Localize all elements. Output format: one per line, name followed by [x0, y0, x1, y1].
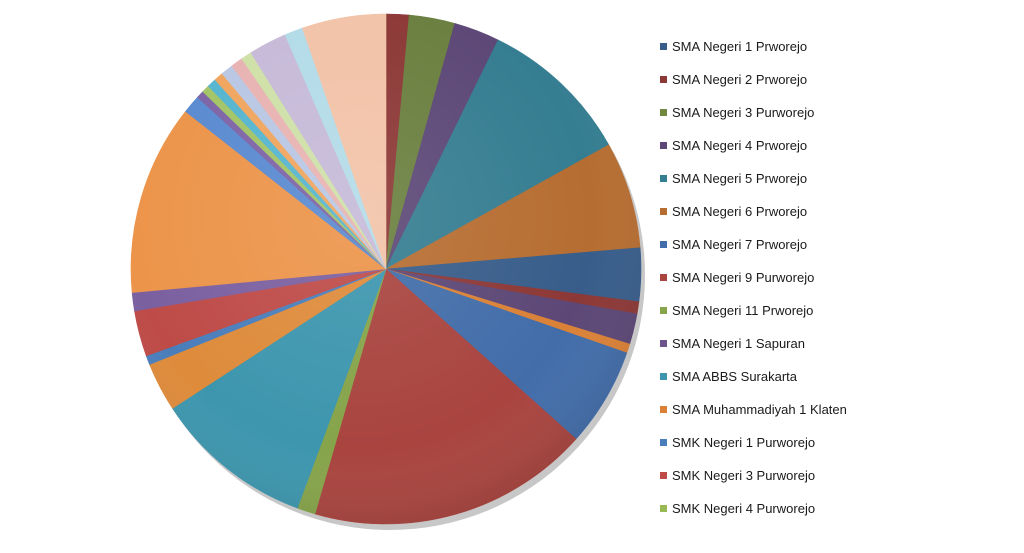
- legend-swatch: [660, 274, 667, 281]
- legend-swatch: [660, 241, 667, 248]
- legend-label: SMA Negeri 1 Prworejo: [672, 39, 808, 54]
- legend-swatch: [660, 340, 667, 347]
- legend-label: SMA Negeri 3 Purworejo: [672, 105, 815, 120]
- legend-label: SMK Negeri 3 Purworejo: [672, 468, 816, 483]
- legend-swatch: [660, 43, 667, 50]
- legend-item: SMA Negeri 5 Prworejo: [660, 162, 1020, 195]
- legend-swatch: [660, 307, 667, 314]
- legend-item: SMK Negeri 1 Purworejo: [660, 426, 1020, 459]
- legend-label: SMA Negeri 9 Purworejo: [672, 270, 815, 285]
- legend-label: SMA ABBS Surakarta: [672, 369, 798, 384]
- legend-item: SMA Negeri 6 Prworejo: [660, 195, 1020, 228]
- legend-swatch: [660, 175, 667, 182]
- legend: SMA Negeri 1 Prworejo SMA Negeri 2 Prwore…: [660, 30, 1020, 525]
- pie-svg: [130, 13, 645, 530]
- legend-swatch: [660, 76, 667, 83]
- pie-chart: [130, 13, 645, 530]
- legend-item: SMK Negeri 3 Purworejo: [660, 459, 1020, 492]
- legend-label: SMA Negeri 11 Prworejo: [672, 303, 814, 318]
- legend-swatch: [660, 439, 667, 446]
- legend-item: SMA Negeri 1 Prworejo: [660, 30, 1020, 63]
- legend-label: SMA Negeri 7 Prworejo: [672, 237, 808, 252]
- legend-label: SMK Negeri 4 Purworejo: [672, 501, 816, 516]
- legend-item: SMA Negeri 2 Prworejo: [660, 63, 1020, 96]
- legend-swatch: [660, 406, 667, 413]
- legend-swatch: [660, 505, 667, 512]
- legend-swatch: [660, 109, 667, 116]
- legend-label: SMA Negeri 4 Prworejo: [672, 138, 808, 153]
- legend-item: SMA Negeri 3 Purworejo: [660, 96, 1020, 129]
- legend-label: SMA Negeri 5 Prworejo: [672, 171, 808, 186]
- legend-label: SMA Muhammadiyah 1 Klaten: [672, 402, 847, 417]
- legend-item: SMA Negeri 9 Purworejo: [660, 261, 1020, 294]
- legend-swatch: [660, 142, 667, 149]
- legend-label: SMA Negeri 2 Prworejo: [672, 72, 808, 87]
- legend-swatch: [660, 373, 667, 380]
- legend-item: SMA Muhammadiyah 1 Klaten: [660, 393, 1020, 426]
- legend-label: SMA Negeri 6 Prworejo: [672, 204, 808, 219]
- legend-item: SMK Negeri 4 Purworejo: [660, 492, 1020, 525]
- legend-item: SMA Negeri 4 Prworejo: [660, 129, 1020, 162]
- legend-swatch: [660, 472, 667, 479]
- legend-item: SMA ABBS Surakarta: [660, 360, 1020, 393]
- legend-item: SMA Negeri 1 Sapuran: [660, 327, 1020, 360]
- legend-item: SMA Negeri 11 Prworejo: [660, 294, 1020, 327]
- legend-swatch: [660, 208, 667, 215]
- legend-label: SMA Negeri 1 Sapuran: [672, 336, 805, 351]
- legend-label: SMK Negeri 1 Purworejo: [672, 435, 816, 450]
- legend-item: SMA Negeri 7 Prworejo: [660, 228, 1020, 261]
